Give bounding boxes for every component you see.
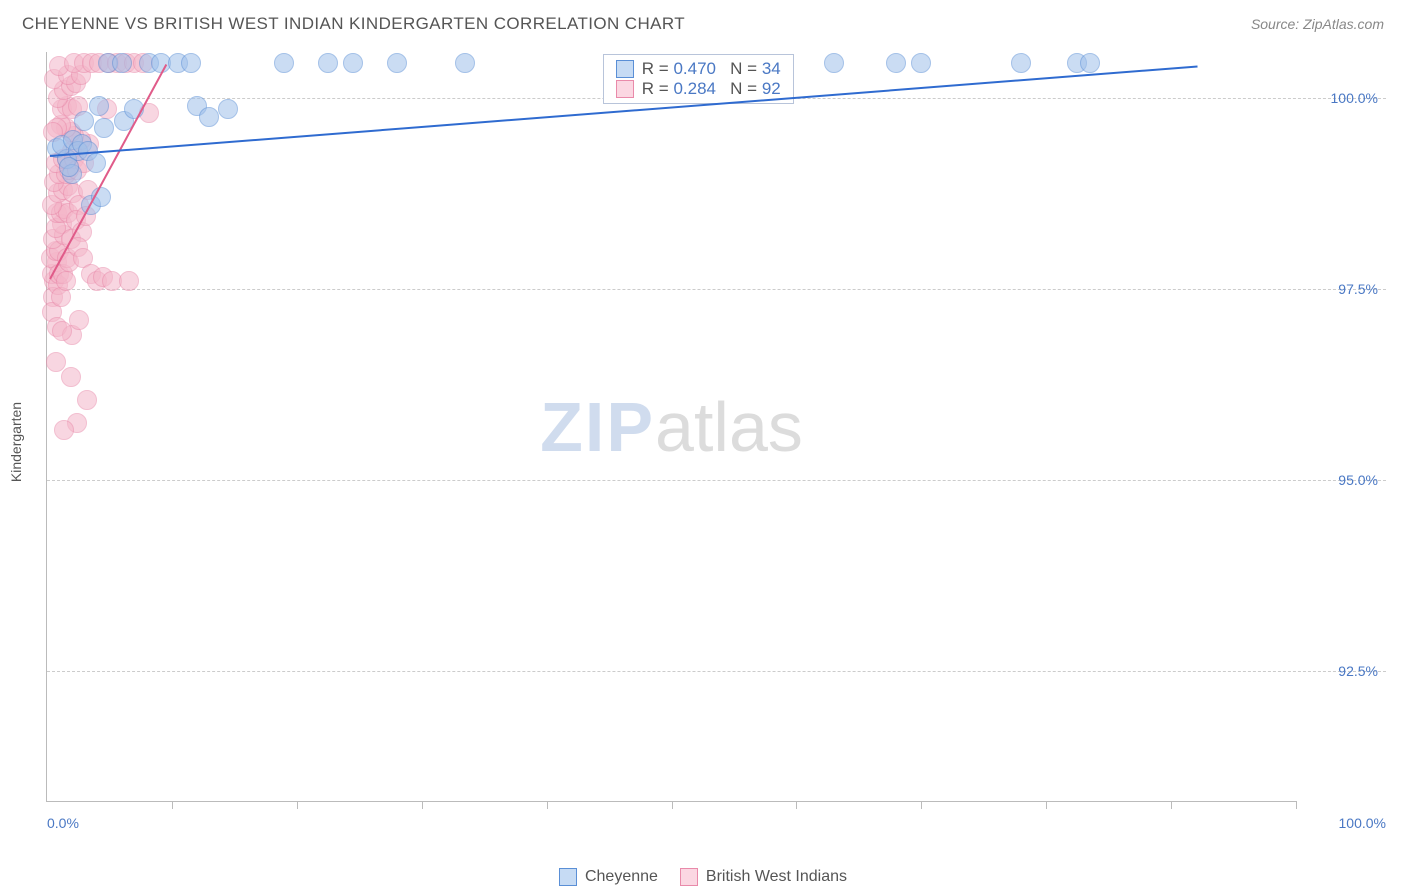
watermark-atlas: atlas [655,388,803,466]
scatter-point [54,420,74,440]
scatter-point [69,310,89,330]
scatter-point [318,53,338,73]
gridline-h [47,671,1386,672]
gridline-h [47,289,1386,290]
scatter-point [343,53,363,73]
x-tick [1171,801,1172,809]
y-tick-label: 97.5% [1338,281,1378,297]
scatter-point [86,153,106,173]
legend-item: British West Indians [680,868,847,886]
x-tick [672,801,673,809]
legend-label: British West Indians [706,868,847,886]
scatter-point [387,53,407,73]
watermark: ZIPatlas [540,387,803,467]
legend-swatch [616,60,634,78]
x-tick [796,801,797,809]
scatter-point [94,118,114,138]
legend-label: Cheyenne [585,868,658,886]
chart-area: Kindergarten ZIPatlas 100.0%97.5%95.0%92… [46,52,1386,832]
x-tick [1296,801,1297,809]
stats-text: R = 0.470 N = 34 [642,59,781,79]
stats-box: R = 0.470 N = 34R = 0.284 N = 92 [603,54,794,104]
chart-header: CHEYENNE VS BRITISH WEST INDIAN KINDERGA… [0,0,1406,44]
legend-swatch [559,868,577,886]
scatter-point [112,53,132,73]
scatter-point [218,99,238,119]
legend: Cheyenne British West Indians [0,868,1406,886]
watermark-zip: ZIP [540,388,655,466]
y-tick-label: 92.5% [1338,663,1378,679]
stats-row: R = 0.284 N = 92 [616,79,781,99]
x-tick [921,801,922,809]
scatter-point [911,53,931,73]
scatter-point [455,53,475,73]
y-axis-label: Kindergarten [8,402,24,482]
scatter-point [119,271,139,291]
scatter-point [52,321,72,341]
scatter-point [56,271,76,291]
stats-text: R = 0.284 N = 92 [642,79,781,99]
x-end-label: 100.0% [1339,815,1386,831]
scatter-point [77,390,97,410]
scatter-point [89,96,109,116]
scatter-point [1011,53,1031,73]
scatter-point [74,111,94,131]
stats-row: R = 0.470 N = 34 [616,59,781,79]
source-prefix: Source: [1251,16,1303,32]
gridline-h [47,480,1386,481]
scatter-point [886,53,906,73]
x-tick [1046,801,1047,809]
scatter-point [46,352,66,372]
source-name: ZipAtlas.com [1303,16,1384,32]
x-tick [172,801,173,809]
legend-swatch [680,868,698,886]
y-tick-label: 100.0% [1331,90,1378,106]
legend-item: Cheyenne [559,868,658,886]
x-start-label: 0.0% [47,815,79,831]
scatter-point [824,53,844,73]
x-tick [547,801,548,809]
x-tick [297,801,298,809]
scatter-point [1080,53,1100,73]
plot-region: ZIPatlas 100.0%97.5%95.0%92.5%0.0%100.0%… [46,52,1296,802]
x-tick [422,801,423,809]
chart-title: CHEYENNE VS BRITISH WEST INDIAN KINDERGA… [22,14,685,34]
scatter-point [61,367,81,387]
chart-source: Source: ZipAtlas.com [1251,16,1384,32]
y-tick-label: 95.0% [1338,472,1378,488]
scatter-point [181,53,201,73]
scatter-point [59,157,79,177]
scatter-point [274,53,294,73]
legend-swatch [616,80,634,98]
scatter-point [199,107,219,127]
